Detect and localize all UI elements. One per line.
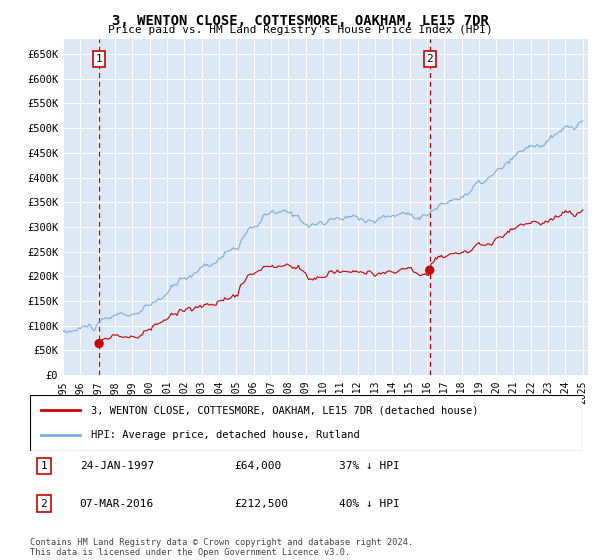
Text: 2: 2 <box>40 498 47 508</box>
Text: 1: 1 <box>95 54 102 64</box>
Text: 3, WENTON CLOSE, COTTESMORE, OAKHAM, LE15 7DR (detached house): 3, WENTON CLOSE, COTTESMORE, OAKHAM, LE1… <box>91 405 478 416</box>
Text: Price paid vs. HM Land Registry's House Price Index (HPI): Price paid vs. HM Land Registry's House … <box>107 25 493 35</box>
Text: 07-MAR-2016: 07-MAR-2016 <box>80 498 154 508</box>
Text: 2: 2 <box>427 54 433 64</box>
Text: 24-JAN-1997: 24-JAN-1997 <box>80 461 154 471</box>
Point <box>94 339 104 348</box>
Text: 3, WENTON CLOSE, COTTESMORE, OAKHAM, LE15 7DR: 3, WENTON CLOSE, COTTESMORE, OAKHAM, LE1… <box>112 14 488 28</box>
Text: 1: 1 <box>40 461 47 471</box>
Text: £64,000: £64,000 <box>234 461 281 471</box>
Point <box>425 266 434 275</box>
Text: 37% ↓ HPI: 37% ↓ HPI <box>339 461 400 471</box>
Text: 40% ↓ HPI: 40% ↓ HPI <box>339 498 400 508</box>
Text: £212,500: £212,500 <box>234 498 288 508</box>
Text: HPI: Average price, detached house, Rutland: HPI: Average price, detached house, Rutl… <box>91 430 359 440</box>
Text: Contains HM Land Registry data © Crown copyright and database right 2024.
This d: Contains HM Land Registry data © Crown c… <box>30 538 413 557</box>
